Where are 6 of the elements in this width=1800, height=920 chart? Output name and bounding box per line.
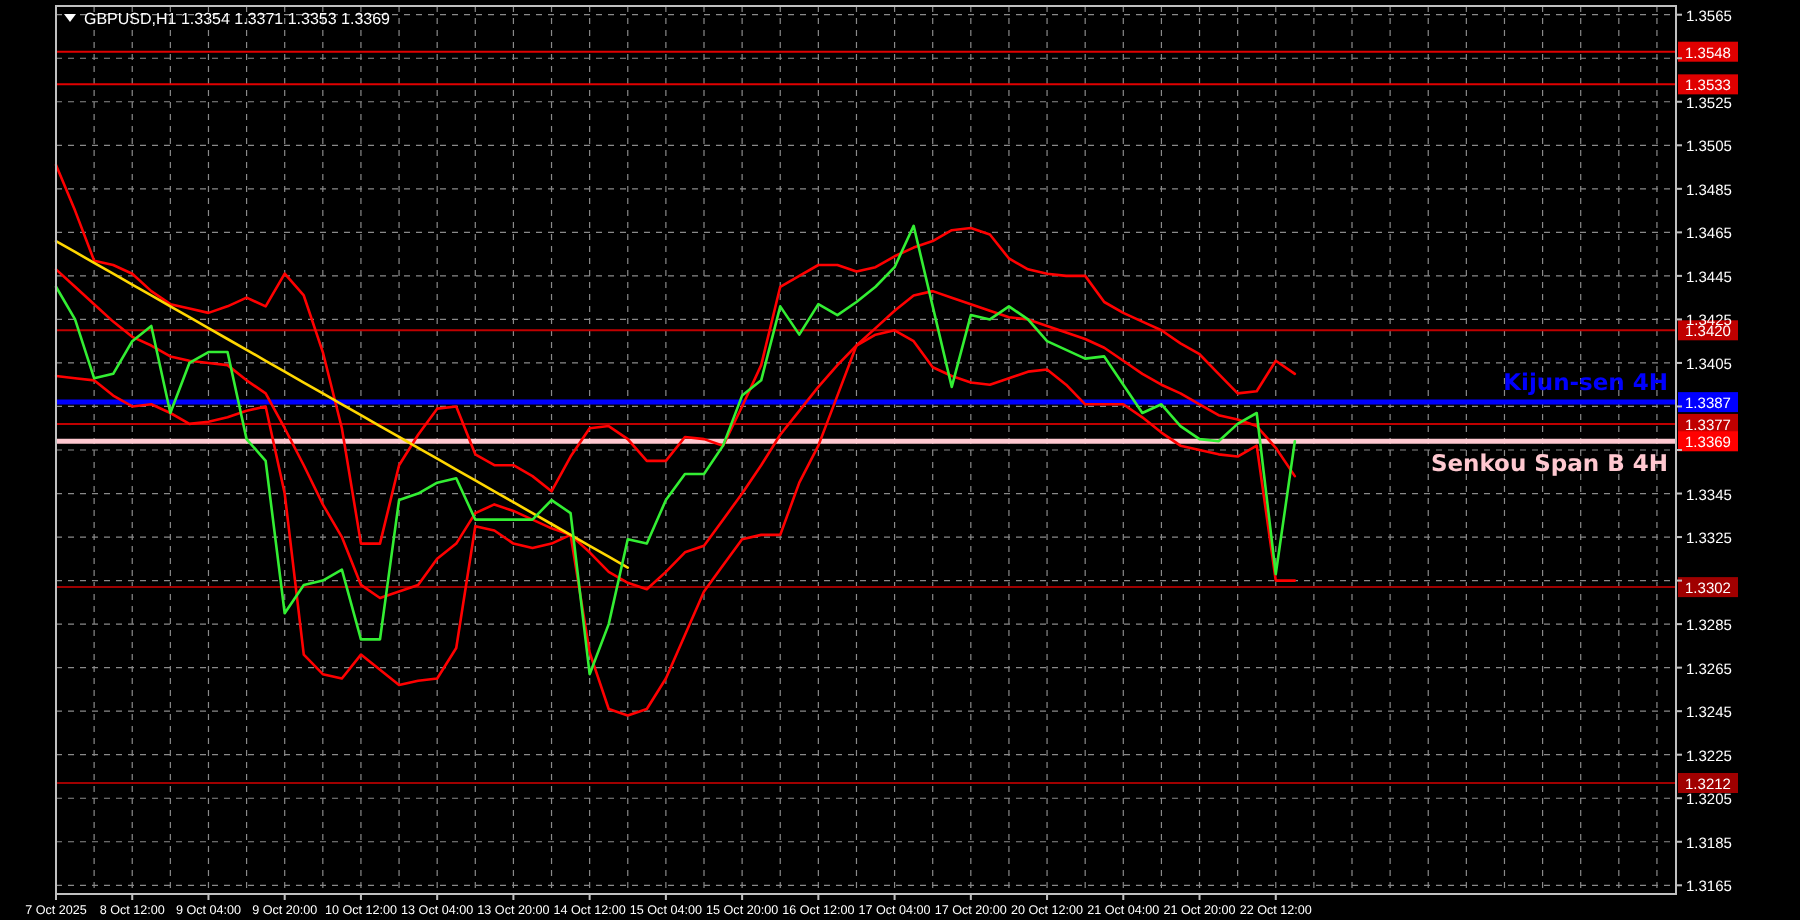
line-series: [54, 224, 1297, 676]
chart-title: GBPUSD,H1 1.3354 1.3371 1.3353 1.3369: [84, 10, 392, 28]
annotation: Senkou Span B 4H: [1430, 449, 1668, 478]
annotation: Kijun-sen 4H: [1503, 368, 1668, 397]
line-series: [54, 239, 630, 569]
line-series: [54, 163, 1297, 545]
